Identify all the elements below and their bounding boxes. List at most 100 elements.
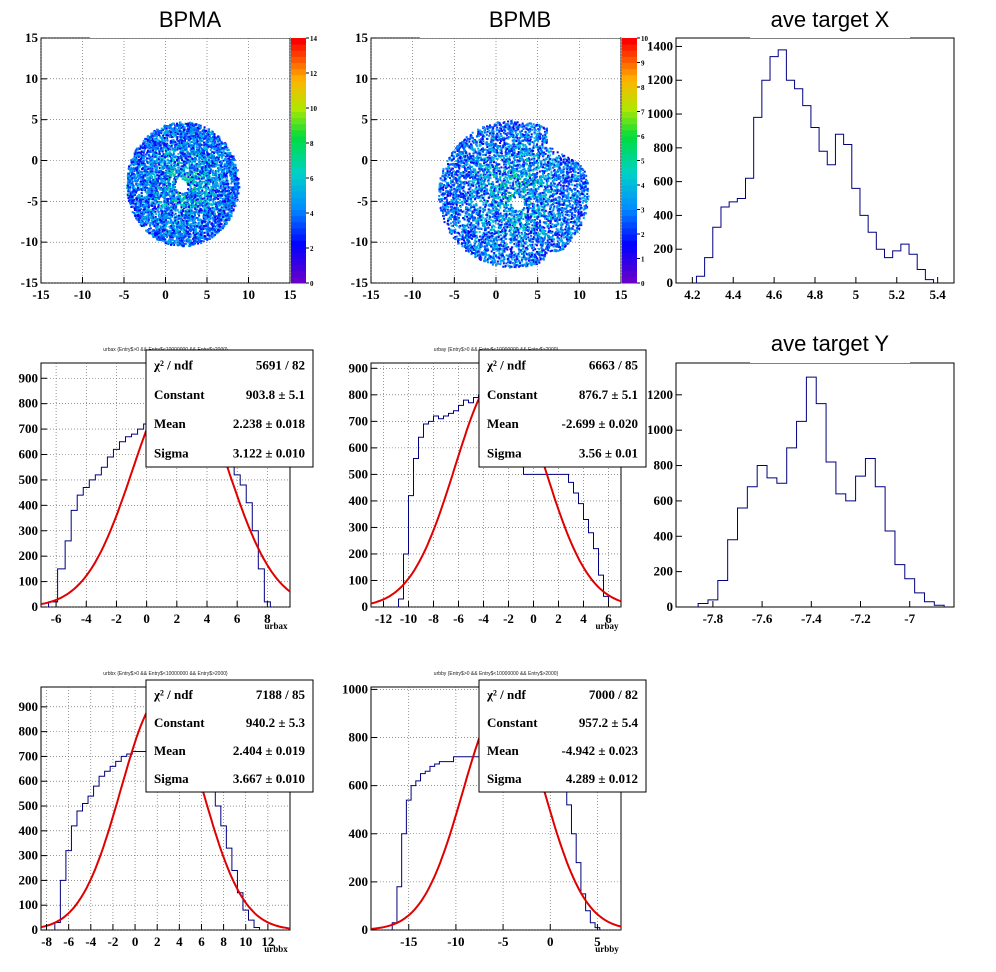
bpma-cell [156, 238, 159, 241]
bpma-cell [180, 232, 183, 235]
bpma-cell [150, 183, 153, 186]
bpma-cell [223, 173, 226, 176]
bpma-cell [173, 196, 176, 199]
bpma-cell [166, 235, 169, 238]
bpma-cell [145, 223, 148, 226]
bpma-cell [176, 241, 179, 244]
bpma-cell [142, 198, 145, 201]
bpma-cell [151, 155, 154, 158]
bpma-cell [151, 160, 154, 163]
bpma-cell [149, 180, 152, 183]
bpma-cell [232, 171, 235, 174]
bpma-cell [160, 169, 163, 172]
bpma-cell [233, 189, 236, 192]
bpma-cell [189, 193, 192, 196]
bpma-cell [198, 225, 201, 228]
bpma-cell [150, 189, 153, 192]
bpma-cell [139, 197, 142, 200]
bpma-cell [165, 132, 168, 135]
bpma-cell [155, 149, 158, 152]
bpma-cell [168, 162, 171, 165]
bpma-cell [194, 205, 197, 208]
bpma-cell [130, 190, 133, 193]
bpma-cell [206, 172, 209, 175]
bpma-cell [195, 208, 198, 211]
bpma-cell [220, 156, 223, 159]
bpma-cell [158, 214, 161, 217]
bpma-cell [232, 191, 235, 194]
bpma-cell [168, 168, 171, 171]
bpma-cell [135, 199, 138, 202]
bpma-cell [172, 234, 175, 237]
bpma-cell [136, 162, 139, 165]
bpma-cell [189, 123, 192, 126]
bpma-cell [199, 240, 202, 243]
bpma-cell [200, 151, 203, 154]
bpma-cell [177, 174, 180, 177]
bpma-cell [144, 189, 147, 192]
bpma-cell [171, 166, 174, 169]
bpma-cell [152, 143, 155, 146]
bpma-cell [203, 185, 206, 188]
bpma-cell [235, 173, 238, 176]
bpma-cell [175, 176, 178, 179]
bpma-cell [169, 207, 172, 210]
bpma-cell [164, 186, 167, 189]
bpma-cell [190, 222, 193, 225]
bpma-cell [161, 226, 164, 229]
bpma-cell [130, 201, 133, 204]
bpma-cell [228, 200, 231, 203]
bpma-cell [177, 235, 180, 238]
bpma-cell [160, 155, 163, 158]
bpma-cell [161, 160, 164, 163]
bpma-cell [168, 127, 171, 130]
bpma-cell [235, 181, 238, 184]
bpma-cell [142, 142, 145, 145]
bpma-cell [157, 158, 160, 161]
bpma-cell [197, 190, 200, 193]
bpma-cell [228, 209, 231, 212]
bpma-cell [215, 227, 218, 230]
bpma-cell [139, 173, 142, 176]
bpma-cell [206, 231, 209, 234]
bpma-cell [152, 130, 155, 133]
bpma-cell [194, 142, 197, 145]
bpma-cell [169, 148, 172, 151]
bpma-cell [198, 204, 201, 207]
bpma-cell [132, 205, 135, 208]
bpma-cell [148, 200, 151, 203]
bpma-cell [204, 211, 207, 214]
bpma-cell [181, 141, 184, 144]
bpma-cell [131, 158, 134, 161]
bpma-cell [199, 156, 202, 159]
bpma-cell [186, 209, 189, 212]
bpma-cell [210, 212, 213, 215]
bpma-cell [186, 198, 189, 201]
bpma-cell [137, 156, 140, 159]
bpma-cell [200, 198, 203, 201]
bpma-cell [220, 162, 223, 165]
bpma-cell [168, 195, 171, 198]
bpma-cell [183, 173, 186, 176]
bpma-cell [186, 143, 189, 146]
bpma-cell [142, 181, 145, 184]
bpma-cell [219, 200, 222, 203]
bpma-cell [196, 198, 199, 201]
bpma-cell [191, 201, 194, 204]
bpma-cell [144, 153, 147, 156]
bpma-cell [148, 157, 151, 160]
bpma-cell [178, 192, 181, 195]
bpma-cell [217, 178, 220, 181]
bpma-cell [142, 178, 145, 181]
bpma-cell [185, 154, 188, 157]
bpma-cell [156, 190, 159, 193]
bpma-cell [231, 197, 234, 200]
bpma-cell [162, 175, 165, 178]
bpma-cell [152, 182, 155, 185]
bpma-cell [161, 188, 164, 191]
bpma-cell [207, 206, 210, 209]
bpma-cell [158, 169, 161, 172]
bpma-cell [146, 167, 149, 170]
bpma-cell [184, 218, 187, 221]
bpma-cell [235, 192, 238, 195]
